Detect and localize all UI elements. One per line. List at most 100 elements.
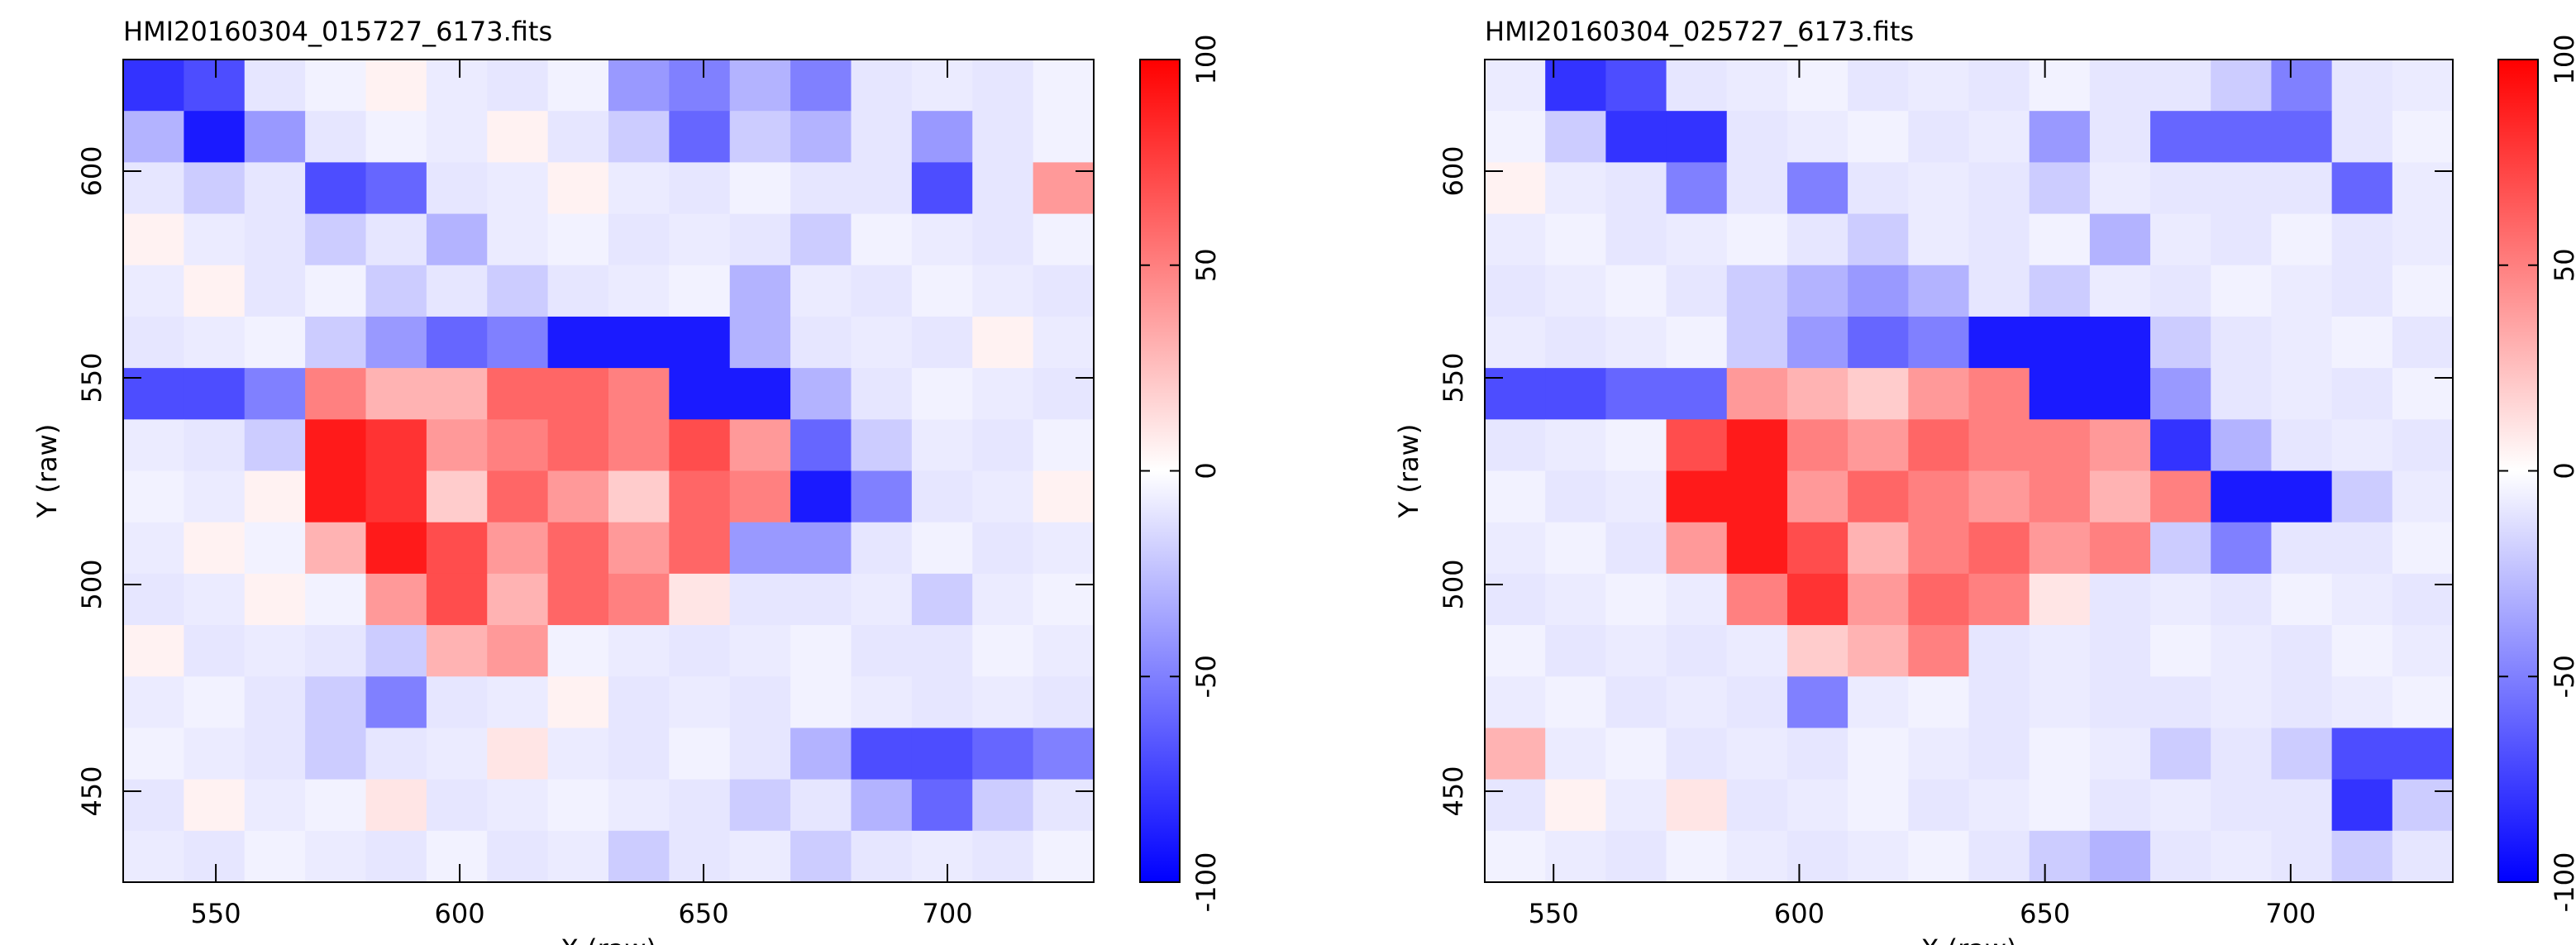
- heatmap-cell: [1485, 470, 1546, 523]
- heatmap-cell: [1726, 419, 1788, 472]
- heatmap-cell: [547, 728, 609, 780]
- heatmap-cell: [2150, 265, 2211, 317]
- heatmap-cell: [1033, 419, 1095, 472]
- heatmap-cell: [790, 625, 852, 677]
- heatmap-cell: [305, 60, 367, 112]
- heatmap-cell: [123, 316, 184, 369]
- heatmap-cell: [2089, 60, 2151, 112]
- heatmap-cell: [547, 522, 609, 575]
- heatmap-cell: [547, 779, 609, 832]
- heatmap-cell: [1485, 162, 1546, 215]
- heatmap-cell: [547, 676, 609, 729]
- heatmap-cell: [669, 60, 731, 112]
- heatmap-cell: [1033, 830, 1095, 883]
- heatmap-cell: [2029, 522, 2091, 575]
- heatmap-cell: [1787, 676, 1849, 729]
- heatmap-cell: [305, 676, 367, 729]
- heatmap-cell: [1968, 368, 2030, 420]
- heatmap-cell: [487, 60, 549, 112]
- heatmap-cell: [547, 111, 609, 163]
- heatmap-cell: [547, 162, 609, 215]
- heatmap-cell: [851, 676, 913, 729]
- heatmap-cell: [184, 522, 246, 575]
- heatmap-cell: [487, 625, 549, 677]
- heatmap-cell: [1545, 830, 1606, 883]
- heatmap-cell: [2211, 573, 2273, 626]
- heatmap-cell: [1033, 573, 1095, 626]
- heatmap-cell: [1787, 830, 1849, 883]
- heatmap-cell: [2150, 213, 2211, 266]
- heatmap-cell: [487, 111, 549, 163]
- x-tick-label: 550: [1529, 898, 1579, 929]
- heatmap-cell: [2029, 265, 2091, 317]
- heatmap-cell: [669, 162, 731, 215]
- heatmap-cell: [244, 728, 306, 780]
- heatmap-cell: [123, 60, 184, 112]
- heatmap-cell: [608, 522, 670, 575]
- heatmap-cell: [1968, 419, 2030, 472]
- heatmap-cell: [1848, 213, 1909, 266]
- colorbar-tick-label: 50: [1190, 248, 1222, 282]
- heatmap-cell: [2029, 830, 2091, 883]
- heatmap-cell: [972, 213, 1034, 266]
- heatmap-cell: [2331, 111, 2393, 163]
- heatmap-cell: [2331, 162, 2393, 215]
- heatmap-cell: [2331, 316, 2393, 369]
- heatmap-cell: [2150, 779, 2211, 832]
- heatmap-cell: [1485, 60, 1546, 112]
- heatmap-cell: [1485, 573, 1546, 626]
- heatmap-cell: [1848, 60, 1909, 112]
- heatmap-cell: [305, 213, 367, 266]
- heatmap-cell: [1968, 522, 2030, 575]
- heatmap-cell: [305, 316, 367, 369]
- heatmap-cell: [487, 162, 549, 215]
- heatmap-cell: [972, 573, 1034, 626]
- heatmap-cell: [305, 573, 367, 626]
- heatmap-cell: [1666, 676, 1728, 729]
- heatmap-cell: [1968, 779, 2030, 832]
- heatmap-cell: [2089, 111, 2151, 163]
- heatmap-cell: [1485, 265, 1546, 317]
- heatmap-cell: [2211, 522, 2273, 575]
- heatmap-cell: [305, 830, 367, 883]
- heatmap-cell: [1787, 368, 1849, 420]
- heatmap-cell: [911, 419, 973, 472]
- heatmap-cell: [365, 316, 427, 369]
- heatmap-cell: [1848, 830, 1909, 883]
- heatmap-cell: [1485, 316, 1546, 369]
- colorbar-tick-label: -50: [1190, 655, 1222, 698]
- heatmap-cell: [487, 316, 549, 369]
- heatmap-cell: [2392, 316, 2454, 369]
- heatmap-cell: [790, 573, 852, 626]
- heatmap-cell: [729, 625, 791, 677]
- heatmap-cell: [790, 728, 852, 780]
- heatmap-cell: [2271, 60, 2333, 112]
- heatmap-cell: [2089, 265, 2151, 317]
- colorbar-tick-label: 50: [2549, 248, 2576, 282]
- heatmap-cell: [305, 162, 367, 215]
- heatmap-cell: [123, 419, 184, 472]
- heatmap-cell: [729, 316, 791, 369]
- heatmap-cell: [972, 419, 1034, 472]
- heatmap-cell: [1726, 625, 1788, 677]
- heatmap-cell: [2089, 830, 2151, 883]
- heatmap-cell: [2331, 265, 2393, 317]
- heatmap-cell: [547, 470, 609, 523]
- heatmap-cell: [1726, 316, 1788, 369]
- heatmap-cell: [365, 213, 427, 266]
- heatmap-cell: [608, 265, 670, 317]
- heatmap-cell: [1666, 573, 1728, 626]
- heatmap-cell: [244, 470, 306, 523]
- heatmap-cell: [1848, 728, 1909, 780]
- heatmap-cell: [1485, 728, 1546, 780]
- heatmap-cell: [487, 265, 549, 317]
- heatmap-cell: [1848, 625, 1909, 677]
- heatmap-cell: [972, 316, 1034, 369]
- heatmap-cell: [1787, 162, 1849, 215]
- heatmap-cell: [2392, 573, 2454, 626]
- heatmap-cell: [2211, 368, 2273, 420]
- heatmap-cell: [365, 625, 427, 677]
- heatmap-cell: [2271, 470, 2333, 523]
- heatmap-cell: [2331, 213, 2393, 266]
- heatmap-cell: [1787, 522, 1849, 575]
